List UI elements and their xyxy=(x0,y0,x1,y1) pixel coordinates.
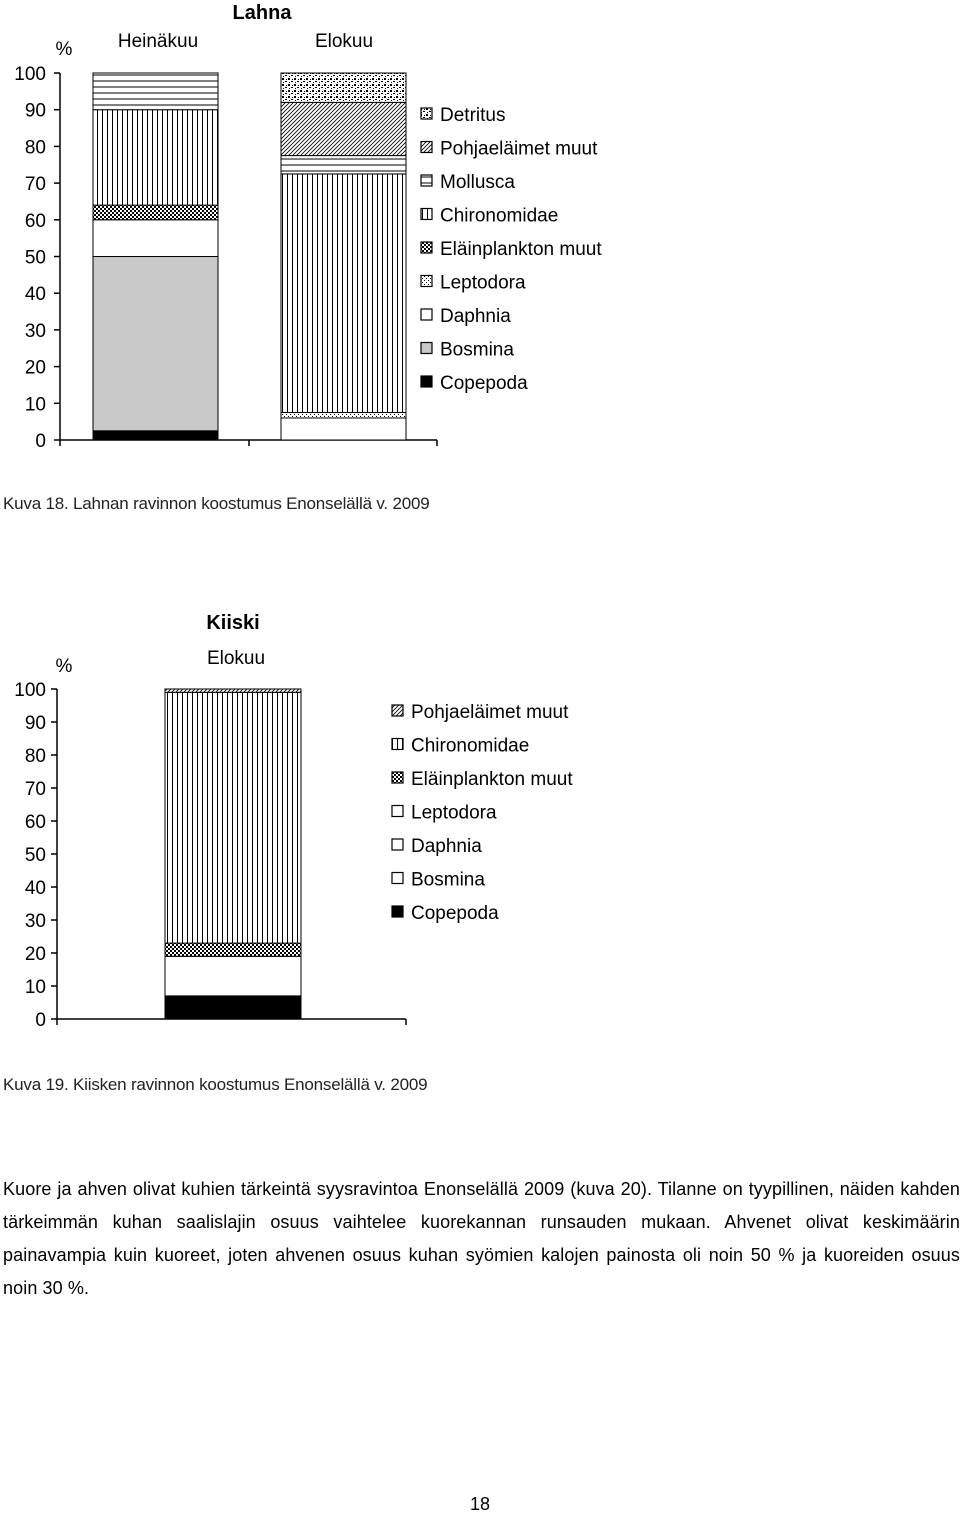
legend-swatch-leptodora xyxy=(420,274,433,288)
figure-caption-19: Kuva 19. Kiisken ravinnon koostumus Enon… xyxy=(3,1075,428,1094)
legend-label-leptodora: Leptodora xyxy=(440,273,526,294)
bar-segment-chironomidae xyxy=(280,173,407,413)
y-tick-label: 50 xyxy=(25,845,46,866)
y-tick-label: 70 xyxy=(25,174,46,195)
legend-swatch-leptodora xyxy=(391,804,404,818)
chart-title: Kiiski xyxy=(206,612,259,634)
bar-segment-copepoda xyxy=(92,430,219,441)
legend-swatch-pohjaelaimet-muut xyxy=(420,140,433,154)
y-tick-label: 80 xyxy=(25,137,46,158)
chart-kiiski-svg: Kiiski%1009080706050403020100ElokuuPohja… xyxy=(14,612,573,1031)
y-axis-label: % xyxy=(56,656,73,677)
legend-label-elainplankton-muut: Eläinplankton muut xyxy=(440,239,602,260)
bar-segment-mollusca xyxy=(92,72,219,111)
bar-segment-pohjaelaimet-muut xyxy=(164,688,302,693)
page-number: 18 xyxy=(469,1494,491,1514)
body-paragraph: Kuore ja ahven olivat kuhien tärkeintä s… xyxy=(3,1179,960,1298)
legend-label-detritus: Detritus xyxy=(440,105,505,126)
y-tick-label: 40 xyxy=(25,878,46,899)
x-category-label: Elokuu xyxy=(207,648,265,669)
y-tick-label: 100 xyxy=(14,680,46,701)
legend-label-daphnia: Daphnia xyxy=(411,836,482,857)
y-tick-label: 10 xyxy=(25,394,46,415)
legend-swatch-bosmina xyxy=(420,341,433,355)
bar-elokuu xyxy=(280,72,407,441)
bar-segment-copepoda xyxy=(164,995,302,1020)
y-tick-label: 60 xyxy=(25,211,46,232)
chart-title: Lahna xyxy=(233,2,293,24)
legend-swatch-daphnia xyxy=(391,838,404,851)
legend-label-copepoda: Copepoda xyxy=(440,373,528,394)
y-tick-label: 20 xyxy=(25,944,46,965)
chart-lahna: Lahna% 100 90 80 70 60 50 40 30 20 10 0 Heinäkuu Elok… xyxy=(0,0,960,460)
legend-swatch-detritus xyxy=(420,107,433,120)
legend-label-daphnia: Daphnia xyxy=(440,306,511,327)
y-tick-label: 40 xyxy=(25,284,46,305)
y-tick-label: 10 xyxy=(25,977,46,998)
bar-segment-elainplankton-muut xyxy=(92,204,219,221)
y-tick-label: 30 xyxy=(25,321,46,342)
bar-segment-detritus xyxy=(280,72,407,103)
legend-swatch-elainplankton-muut xyxy=(420,241,433,254)
bar-segment-leptodora xyxy=(280,411,407,419)
y-tick-label: 90 xyxy=(25,101,46,122)
y-tick-label: 80 xyxy=(25,746,46,767)
legend-label-copepoda: Copepoda xyxy=(411,903,499,924)
legend-label-chironomidae: Chironomidae xyxy=(440,206,558,227)
y-axis-label: % xyxy=(56,39,73,60)
bar-segment-chironomidae xyxy=(164,691,302,944)
legend-label-bosmina: Bosmina xyxy=(440,340,514,361)
y-tick-label: 0 xyxy=(35,431,46,452)
y-tick-label: 50 xyxy=(25,248,46,269)
legend-swatch-bosmina xyxy=(391,871,404,885)
legend-swatch-daphnia xyxy=(420,308,433,321)
legend-swatch-pohjaelaimet-muut xyxy=(391,704,404,717)
y-tick-label: 0 xyxy=(35,1010,46,1031)
legend-label-mollusca: Mollusca xyxy=(440,172,515,193)
chart-kiiski: Kiiski% 100 90 80 70 60 50 40 30 20 10 0 Elokuu Pohja… xyxy=(0,600,960,1040)
bar-segment-daphnia xyxy=(92,219,219,258)
legend-label-bosmina: Bosmina xyxy=(411,870,485,891)
legend-swatch-copepoda xyxy=(391,905,404,918)
bar-elokuu xyxy=(164,688,302,1020)
legend-label-leptodora: Leptodora xyxy=(411,803,497,824)
x-category-label: Elokuu xyxy=(315,31,373,52)
legend-label-elainplankton-muut: Eläinplankton muut xyxy=(411,769,573,790)
bar-heinakuu xyxy=(92,72,219,441)
bar-segment-daphnia xyxy=(164,955,302,997)
y-tick-label: 20 xyxy=(25,358,46,379)
bar-segment-elainplankton-muut xyxy=(164,942,302,957)
legend-label-chironomidae: Chironomidae xyxy=(411,736,529,757)
legend-swatch-elainplankton-muut xyxy=(391,771,404,784)
legend-swatch-copepoda xyxy=(420,375,433,388)
y-tick-label: 60 xyxy=(25,812,46,833)
bar-segment-chironomidae xyxy=(92,109,219,206)
legend-label-pohjaelaimet-muut: Pohjaeläimet muut xyxy=(411,702,569,723)
bar-segment-daphnia xyxy=(280,417,407,441)
y-tick-label: 30 xyxy=(25,911,46,932)
bar-segment-mollusca xyxy=(280,155,407,175)
bar-segment-bosmina xyxy=(92,256,219,432)
legend-swatch-chironomidae xyxy=(420,207,433,221)
y-tick-label: 100 xyxy=(14,64,46,85)
x-category-label: Heinäkuu xyxy=(118,31,198,52)
y-tick-label: 90 xyxy=(25,713,46,734)
figure-caption-18: Kuva 18. Lahnan ravinnon koostumus Enons… xyxy=(3,494,430,513)
y-tick-label: 70 xyxy=(25,779,46,800)
legend-label-pohjaelaimet-muut: Pohjaeläimet muut xyxy=(440,139,598,160)
bar-segment-pohjaelaimet-muut xyxy=(280,101,407,157)
legend-swatch-mollusca xyxy=(420,174,433,187)
legend-swatch-chironomidae xyxy=(391,737,404,751)
